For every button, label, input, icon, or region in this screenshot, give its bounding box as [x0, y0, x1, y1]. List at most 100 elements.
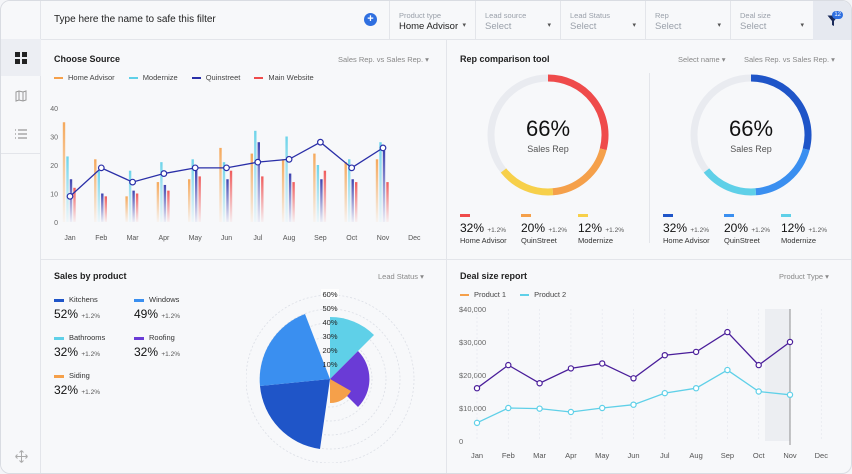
choose-source-compare-select[interactable]: Sales Rep. vs Sales Rep. ▾	[338, 55, 429, 64]
list-icon[interactable]	[1, 115, 41, 152]
bar-home-advisor	[250, 153, 253, 222]
x-tick-label: Jan	[471, 451, 483, 460]
bar-main-website	[323, 170, 327, 222]
bar-main-website	[104, 196, 107, 222]
gauge-percent: 66%	[526, 116, 570, 141]
radial-tick: 30%	[322, 332, 337, 341]
bar-main-website	[229, 170, 233, 222]
bar-quinstreet	[382, 150, 386, 222]
radial-tick: 10%	[322, 360, 337, 369]
y-tick-label: $30,000	[459, 338, 486, 347]
line-point	[598, 360, 606, 367]
deal-size-dropdown[interactable]: Deal size Select ▾	[730, 1, 813, 40]
legend-item[interactable]: Main Website	[254, 73, 314, 82]
product-type-dropdown[interactable]: Product type Home Advisor ▾	[389, 1, 475, 40]
y-tick-label: 40	[50, 106, 58, 113]
line-point	[567, 408, 575, 416]
line-point	[786, 391, 794, 399]
gauge-label: Sales Rep	[527, 144, 569, 154]
legend-label: Product 2	[534, 290, 567, 299]
legend-item[interactable]: Product 2	[520, 290, 566, 299]
dropdown-label: Lead Status	[570, 11, 611, 20]
bar-modernize	[222, 162, 226, 222]
line-point	[285, 155, 293, 163]
legend-item[interactable]: Quinstreet	[191, 73, 240, 82]
y-tick-label: $40,000	[459, 305, 486, 314]
legend-swatch	[128, 77, 138, 80]
bar-main-website	[167, 190, 170, 222]
choose-source-legend: Home Advisor Modernize Quinstreet Main W…	[54, 73, 314, 82]
x-tick-label: Aug	[689, 451, 702, 460]
bar-main-website	[73, 187, 76, 222]
chevron-down-icon: ▾	[717, 22, 721, 29]
add-filter-button[interactable]: +	[364, 13, 377, 26]
filter-funnel-button[interactable]: 12	[813, 1, 851, 40]
line-point	[66, 192, 74, 200]
move-icon[interactable]	[1, 438, 41, 473]
dropdown-label: Product type	[399, 11, 442, 20]
bar-quinstreet	[101, 193, 104, 222]
rep-comparison-title: Rep comparison tool	[460, 54, 550, 64]
x-tick-label: May	[189, 235, 203, 242]
bar-main-website	[198, 176, 201, 222]
legend-item[interactable]: Modernize	[128, 73, 178, 82]
rep-dropdown[interactable]: Rep Select ▾	[645, 1, 730, 40]
line-point	[223, 164, 230, 172]
x-tick-label: Apr	[565, 451, 577, 460]
product-stat-kitchens: Kitchens 52% +1.2%	[54, 295, 100, 321]
legend-swatch	[520, 294, 530, 297]
product-type-select[interactable]: Product Type ▾	[779, 272, 829, 281]
grid-view-icon[interactable]	[1, 39, 41, 76]
x-tick-label: Sep	[314, 235, 327, 242]
radial-tick: 40%	[322, 318, 337, 327]
line-point	[598, 404, 606, 412]
line-point	[567, 365, 575, 372]
choose-source-title: Choose Source	[54, 54, 121, 64]
bar-quinstreet	[163, 184, 167, 222]
bar-modernize	[316, 165, 320, 222]
line-point	[630, 401, 637, 408]
bar-modernize	[254, 130, 257, 222]
line-point	[348, 164, 356, 172]
lead-status-label: Lead Status	[378, 272, 419, 281]
deal-size-chart: 0 $10,000 $20,000 $30,000 $40,000 Jan Feb Mar Ap…	[459, 305, 829, 460]
product-stat-windows: Windows 49% +1.2%	[134, 295, 180, 321]
y-tick-label: 0	[459, 437, 463, 446]
legend-item[interactable]: Product 1	[460, 290, 506, 299]
bar-quinstreet	[257, 142, 260, 222]
map-icon[interactable]	[1, 77, 41, 114]
gauge-segment-home-advisor	[547, 74, 609, 151]
lead-status-select[interactable]: Lead Status ▾	[378, 272, 424, 281]
bar-main-website	[261, 176, 264, 222]
line-point	[505, 404, 512, 412]
bar-home-advisor	[219, 147, 222, 222]
line-point	[97, 164, 105, 172]
line-point	[254, 158, 262, 166]
legend-swatch	[191, 77, 201, 80]
dropdown-value: Select	[740, 21, 767, 32]
chevron-down-icon: ▾	[632, 22, 636, 29]
x-tick-label: Jan	[64, 235, 75, 242]
gauge-segment-modernize	[500, 168, 554, 196]
chevron-down-icon: ▾	[831, 55, 835, 64]
dropdown-value: Select	[655, 21, 682, 32]
x-tick-label: Oct	[753, 451, 766, 460]
x-tick-label: Mar	[533, 451, 546, 460]
legend-item[interactable]: Home Advisor	[54, 73, 115, 82]
gauge-segment-modernize	[703, 168, 757, 196]
x-tick-label: Jun	[221, 235, 232, 242]
line-point	[379, 144, 387, 152]
select-name-dropdown[interactable]: Select name ▾	[678, 55, 726, 64]
product-type-label: Product Type	[779, 272, 824, 281]
legend-label: Modernize	[142, 73, 178, 82]
x-tick-label: Dec	[815, 451, 829, 460]
rep-gauge-2: 66% Sales Rep	[690, 74, 812, 196]
deal-size-title: Deal size report	[460, 271, 528, 281]
chevron-down-icon: ▾	[425, 55, 429, 64]
filter-name-input[interactable]: Type here the name to safe this filter	[54, 14, 216, 25]
lead-status-dropdown[interactable]: Lead Status Select ▾	[560, 1, 645, 40]
line-point	[755, 361, 762, 369]
lead-source-dropdown[interactable]: Lead source Select ▾	[475, 1, 560, 40]
rep-compare-select[interactable]: Sales Rep. vs Sales Rep. ▾	[744, 55, 835, 64]
